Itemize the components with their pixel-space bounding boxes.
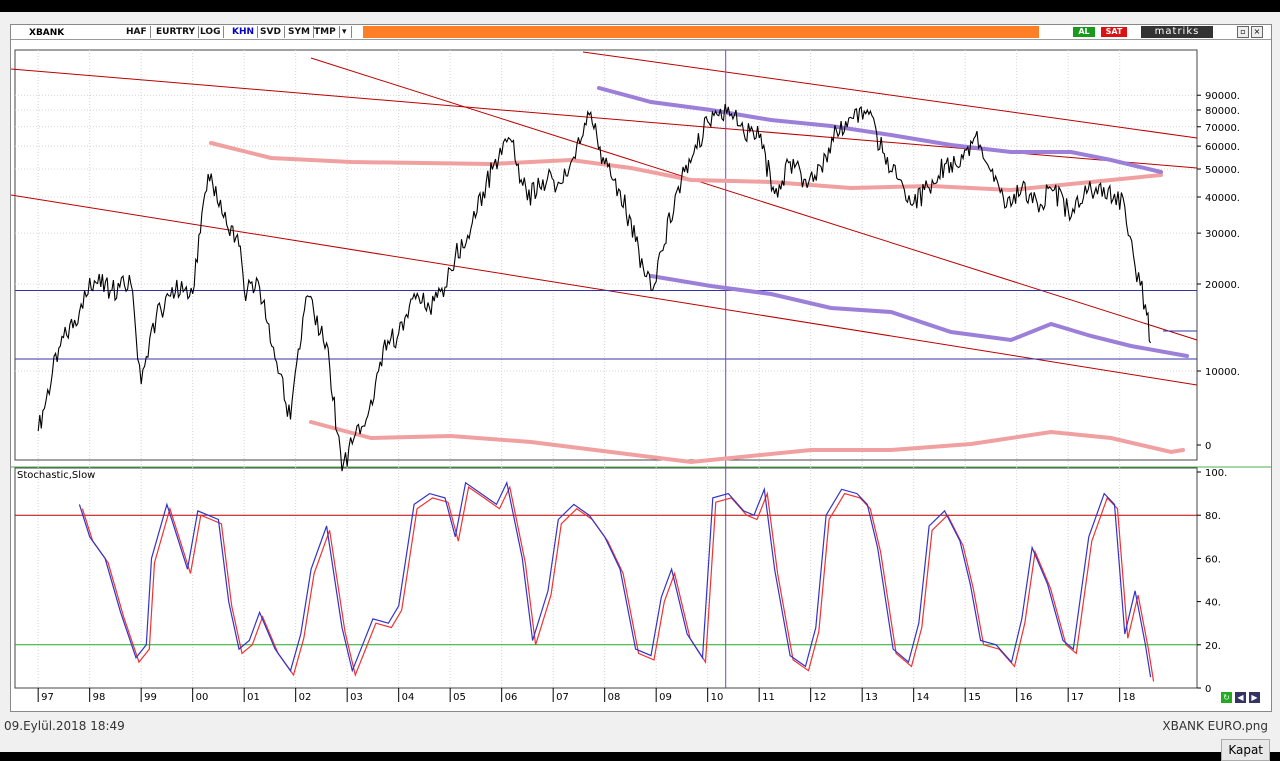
envelope-upper (597, 86, 1163, 174)
x-tick-label: 15 (968, 692, 981, 703)
moving-average-upper (209, 141, 1163, 193)
y-tick-label: 30000. (1205, 229, 1240, 240)
buy-button[interactable]: AL (1073, 27, 1095, 37)
x-tick-label: 02 (299, 692, 312, 703)
x-tick-label: 11 (762, 692, 775, 703)
stochastic-tick-label: 40. (1205, 598, 1221, 609)
close-button[interactable]: Kapat (1221, 739, 1270, 761)
x-tick-label: 17 (1071, 692, 1084, 703)
price-panel-border (14, 49, 1198, 461)
time-axis: 97 98 99 00 01 02 03 04 05 06 07 08 09 10 11 12 13 14 15 16… (37, 688, 1136, 703)
x-tick-label: 10 (711, 692, 724, 703)
svd-button[interactable]: SVD (257, 26, 285, 38)
close-window-icon[interactable]: × (1251, 26, 1263, 38)
channel-overlays (11, 50, 1198, 688)
x-tick-label: 03 (350, 692, 363, 703)
stochastic-tick-label: 0 (1205, 684, 1211, 695)
sym-button[interactable]: SYM (285, 26, 314, 38)
stochastic-tick-label: 80. (1205, 511, 1221, 522)
y-tick-label: 10000. (1205, 367, 1240, 378)
haf-button[interactable]: HAF (123, 26, 151, 38)
y-tick-label: 0 (1205, 441, 1211, 452)
status-filename: XBANK EURO.png (1162, 719, 1268, 733)
x-tick-label: 08 (608, 692, 621, 703)
stochastic-tick-label: 20. (1205, 641, 1221, 652)
stochastic-signal-line (81, 485, 1155, 682)
x-tick-label: 97 (41, 692, 54, 703)
x-tick-label: 16 (1020, 692, 1033, 703)
y-tick-label: 80000. (1205, 106, 1240, 117)
status-datetime: 09.Eylül.2018 18:49 (4, 719, 125, 733)
stochastic-k-line (78, 480, 1152, 678)
x-tick-label: 04 (402, 692, 415, 703)
brand-logo: matriks (1141, 26, 1213, 38)
viewer-frame: XBANK HAF EURTRY LOG KHN SVD SYM TMP ▾ A… (0, 12, 1280, 761)
y-tick-label: 50000. (1205, 165, 1240, 176)
envelope-lower (649, 274, 1189, 358)
y-tick-label: 60000. (1205, 142, 1240, 153)
grid-lines (11, 49, 1271, 689)
chart-window: XBANK HAF EURTRY LOG KHN SVD SYM TMP ▾ A… (10, 24, 1272, 712)
x-tick-label: 14 (917, 692, 930, 703)
y-tick-label: 90000. (1205, 91, 1240, 102)
stochastic-panel (15, 480, 1197, 682)
eurtry-button[interactable]: EURTRY (153, 26, 200, 38)
scroll-left-icon[interactable]: ◀ (1235, 692, 1246, 703)
y-tick-label: 70000. (1205, 123, 1240, 134)
tmp-button[interactable]: TMP (311, 26, 340, 38)
y-tick-label: 40000. (1205, 193, 1240, 204)
x-tick-label: 07 (556, 692, 569, 703)
stochastic-axis: 100. 80. 60. 40. 20. 0 (1197, 468, 1227, 695)
log-button[interactable]: LOG (197, 26, 225, 38)
x-tick-label: 05 (453, 692, 466, 703)
toolbar-dropdown-icon[interactable]: ▾ (339, 26, 352, 38)
price-axis: 90000. 80000. 70000. 60000. 50000. 40000. 3000… (1197, 91, 1240, 452)
price-panel (37, 103, 1152, 472)
x-tick-label: 01 (247, 692, 260, 703)
y-tick-label: 20000. (1205, 280, 1240, 291)
x-tick-label: 09 (659, 692, 672, 703)
scroll-right-icon[interactable]: ▶ (1249, 692, 1260, 703)
x-tick-label: 12 (814, 692, 827, 703)
x-tick-label: 06 (505, 692, 518, 703)
indicator-title: Stochastic,Slow (17, 470, 95, 481)
toolbar-info-bar (363, 26, 1039, 38)
symbol-label[interactable]: XBANK (29, 28, 65, 38)
x-tick-label: 99 (144, 692, 157, 703)
x-tick-label: 18 (1123, 692, 1136, 703)
restore-icon[interactable]: ▫ (1237, 26, 1249, 38)
stochastic-tick-label: 60. (1205, 554, 1221, 565)
x-tick-label: 13 (865, 692, 878, 703)
sell-button[interactable]: SAT (1101, 27, 1127, 37)
khn-button[interactable]: KHN (229, 26, 259, 38)
stochastic-panel-border (14, 467, 1198, 689)
moving-average-lower (309, 420, 1185, 465)
chart-toolbar: XBANK HAF EURTRY LOG KHN SVD SYM TMP ▾ A… (11, 25, 1271, 40)
x-tick-label: 98 (93, 692, 106, 703)
trend-channel-line (310, 57, 1198, 341)
chart-canvas: 97 98 99 00 01 02 03 04 05 06 07 08 09 10 11 12 13 14 15 16… (11, 49, 1271, 703)
x-tick-label: 00 (196, 692, 209, 703)
trend-channel-line (582, 51, 1198, 139)
stochastic-tick-label: 100. (1205, 468, 1227, 479)
refresh-icon[interactable]: ↻ (1221, 692, 1232, 703)
price-series-line (37, 103, 1152, 472)
